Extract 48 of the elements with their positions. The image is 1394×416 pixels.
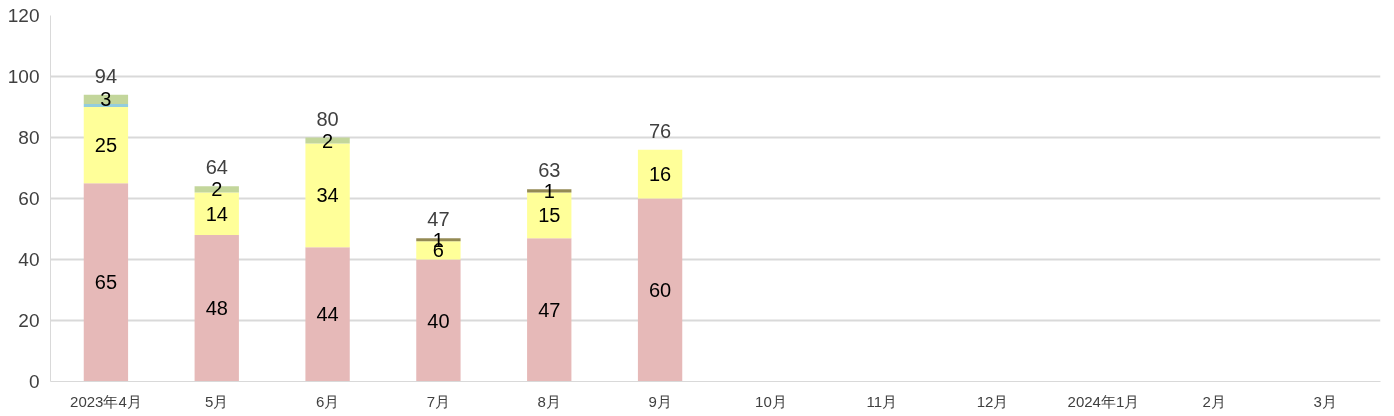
bar: [83, 183, 129, 382]
y-tick-label: 120: [7, 5, 40, 26]
x-tick-label: 9月: [648, 392, 672, 410]
data-label: 2: [211, 178, 223, 201]
data-label: 1: [543, 179, 555, 202]
data-label: 15: [538, 204, 561, 227]
x-tick-label: 8月: [537, 392, 561, 410]
x-tick-label: 5月: [205, 392, 229, 410]
x-tick-label: 6月: [315, 392, 340, 410]
bar: [416, 259, 461, 382]
total-label: 47: [427, 208, 450, 231]
y-tick-label: 0: [28, 371, 40, 392]
total-label: 80: [316, 107, 339, 130]
data-label: 65: [94, 271, 118, 294]
total-label: 63: [538, 159, 561, 182]
bar: [637, 198, 683, 382]
x-tick-label: 2月: [1202, 392, 1226, 410]
data-label: 40: [427, 309, 450, 332]
x-tick-label: 2023年4月: [70, 392, 142, 410]
bar: [83, 107, 129, 184]
data-label: 16: [648, 163, 672, 186]
data-label: 2: [322, 129, 334, 152]
data-label: 44: [316, 303, 339, 326]
x-tick-label: 11月: [866, 392, 898, 410]
data-label: 34: [316, 184, 339, 207]
data-label: 25: [94, 134, 118, 157]
data-label: 47: [538, 298, 561, 321]
total-label: 64: [205, 156, 228, 179]
bar: [194, 235, 239, 382]
total-label: 76: [648, 119, 672, 142]
y-tick-label: 100: [7, 66, 40, 87]
data-label: 60: [648, 279, 672, 301]
data-label: 3: [100, 88, 112, 111]
x-tick-label: 3月: [1313, 392, 1337, 410]
bar: [527, 238, 572, 382]
data-label: 14: [205, 202, 228, 225]
y-tick-label: 40: [18, 249, 40, 270]
y-tick-label: 60: [18, 188, 40, 209]
x-tick-label: 2024年1月: [1067, 392, 1140, 410]
data-label: 48: [205, 297, 228, 320]
bar: [305, 247, 350, 382]
y-tick-label: 80: [18, 127, 40, 148]
total-label: 94: [94, 64, 118, 87]
x-tick-label: 7月: [426, 392, 451, 410]
bar: [637, 149, 683, 199]
y-tick-label: 20: [18, 310, 40, 331]
x-tick-label: 12月: [976, 392, 1009, 410]
x-tick-label: 10月: [755, 392, 787, 410]
